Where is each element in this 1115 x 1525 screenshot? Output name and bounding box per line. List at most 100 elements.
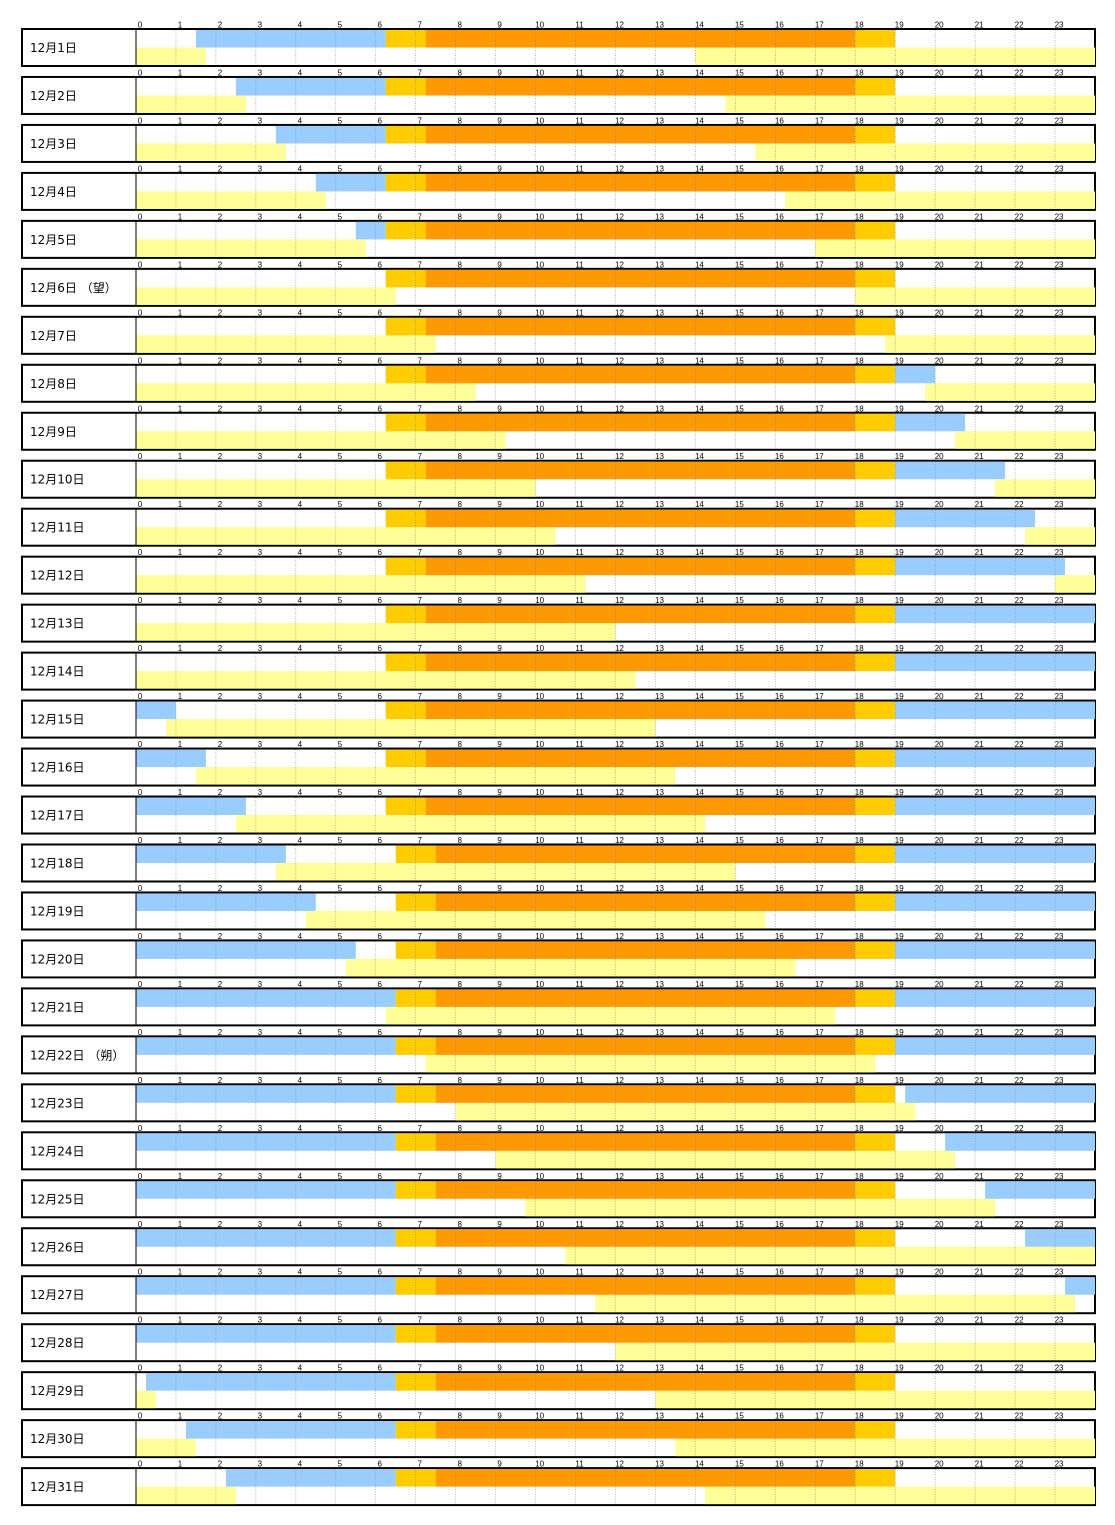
hour-tick-label: 2 [218, 1316, 223, 1325]
moon_up-bar [136, 1133, 396, 1151]
hour-tick-label: 20 [935, 164, 944, 173]
hour-tick-label: 16 [775, 644, 784, 653]
hour-tick-label: 20 [935, 692, 944, 701]
hour-tick-label: 2 [218, 404, 223, 413]
hour-tick-label: 6 [378, 1364, 383, 1373]
hour-tick-label: 14 [695, 404, 704, 413]
twilight-bar [855, 77, 896, 96]
hour-tick-label: 6 [378, 260, 383, 269]
hour-tick-label: 9 [497, 692, 502, 701]
lower-bar [136, 47, 206, 65]
hour-tick-label: 16 [775, 884, 784, 893]
hour-tick-label: 12 [615, 116, 624, 125]
hour-tick-label: 22 [1015, 452, 1024, 461]
hour-tick-label: 12 [615, 1460, 624, 1469]
lower-bar [136, 287, 396, 305]
hour-tick-label: 11 [575, 788, 584, 797]
hour-tick-label: 3 [258, 452, 263, 461]
hour-tick-label: 17 [815, 1316, 824, 1325]
hour-tick-label: 1 [178, 21, 183, 30]
hour-tick-label: 17 [815, 452, 824, 461]
hour-tick-label: 5 [338, 932, 343, 941]
hour-tick-label: 13 [655, 1268, 664, 1277]
twilight-bar [385, 701, 426, 720]
twilight-bar [385, 653, 426, 672]
hour-tick-label: 2 [218, 836, 223, 845]
hour-tick-label: 11 [575, 884, 584, 893]
hour-tick-label: 19 [895, 692, 904, 701]
hour-tick-label: 11 [575, 740, 584, 749]
day-label: 12月8日 [30, 377, 77, 391]
hour-tick-label: 10 [535, 1028, 544, 1037]
moon_up-bar [136, 749, 206, 768]
twilight-bar [855, 269, 896, 288]
hour-tick-label: 4 [298, 1412, 303, 1421]
hour-tick-label: 9 [497, 1268, 502, 1277]
hour-tick-label: 23 [1055, 1028, 1064, 1037]
hour-tick-label: 23 [1055, 1460, 1064, 1469]
hour-tick-label: 2 [218, 1364, 223, 1373]
twilight-bar [855, 1469, 896, 1487]
twilight-bar [855, 365, 896, 384]
hour-tick-label: 7 [417, 404, 422, 413]
hour-tick-label: 2 [218, 212, 223, 221]
hour-tick-label: 8 [457, 596, 462, 605]
hour-tick-label: 18 [855, 1364, 864, 1373]
hour-tick-label: 3 [258, 548, 263, 557]
hour-tick-label: 19 [895, 740, 904, 749]
hour-tick-label: 3 [258, 644, 263, 653]
hour-tick-label: 23 [1055, 404, 1064, 413]
hour-tick-label: 11 [575, 836, 584, 845]
hour-tick-label: 12 [615, 404, 624, 413]
hour-tick-label: 3 [258, 500, 263, 509]
lower-bar [136, 239, 366, 257]
hour-tick-label: 12 [615, 500, 624, 509]
hour-tick-label: 2 [218, 116, 223, 125]
moon_up-bar [895, 893, 1095, 911]
hour-tick-label: 19 [895, 308, 904, 317]
hour-tick-label: 19 [895, 932, 904, 941]
hour-tick-label: 17 [815, 21, 824, 30]
hour-tick-label: 18 [855, 788, 864, 797]
moon_up-bar [895, 941, 1095, 959]
hour-tick-label: 10 [535, 788, 544, 797]
twilight-bar [395, 941, 436, 959]
hour-tick-label: 15 [735, 1028, 744, 1037]
hour-tick-label: 10 [535, 740, 544, 749]
hour-tick-label: 22 [1015, 404, 1024, 413]
hour-tick-label: 5 [338, 884, 343, 893]
hour-tick-label: 4 [298, 21, 303, 30]
hour-tick-label: 15 [735, 164, 744, 173]
lower-bar [695, 47, 1095, 65]
day-label: 12月23日 [30, 1096, 85, 1110]
hour-tick-label: 21 [975, 980, 984, 989]
hour-tick-label: 11 [575, 452, 584, 461]
hour-tick-label: 4 [298, 1028, 303, 1037]
twilight-bar [385, 461, 426, 480]
hour-tick-label: 9 [497, 68, 502, 77]
hour-tick-label: 20 [935, 932, 944, 941]
hour-tick-label: 8 [457, 260, 462, 269]
hour-tick-label: 14 [695, 836, 704, 845]
hour-tick-label: 6 [378, 308, 383, 317]
hour-tick-label: 19 [895, 164, 904, 173]
lower-bar [425, 1054, 876, 1073]
hour-tick-label: 17 [815, 500, 824, 509]
hour-tick-label: 22 [1015, 788, 1024, 797]
hour-tick-label: 15 [735, 788, 744, 797]
hour-tick-label: 10 [535, 932, 544, 941]
hour-tick-label: 10 [535, 836, 544, 845]
twilight-bar [395, 1181, 436, 1199]
day-label: 12月3日 [30, 137, 77, 151]
hour-tick-label: 13 [655, 404, 664, 413]
hour-tick-label: 8 [457, 1220, 462, 1229]
moon_up-bar [315, 173, 386, 192]
twilight-bar [855, 749, 896, 768]
moon_up-bar [1065, 1277, 1095, 1295]
hour-tick-label: 23 [1055, 932, 1064, 941]
daylight-bar [435, 1277, 856, 1295]
hour-tick-label: 11 [575, 548, 584, 557]
hour-tick-label: 3 [258, 740, 263, 749]
hour-tick-label: 9 [497, 740, 502, 749]
hour-tick-label: 5 [338, 500, 343, 509]
